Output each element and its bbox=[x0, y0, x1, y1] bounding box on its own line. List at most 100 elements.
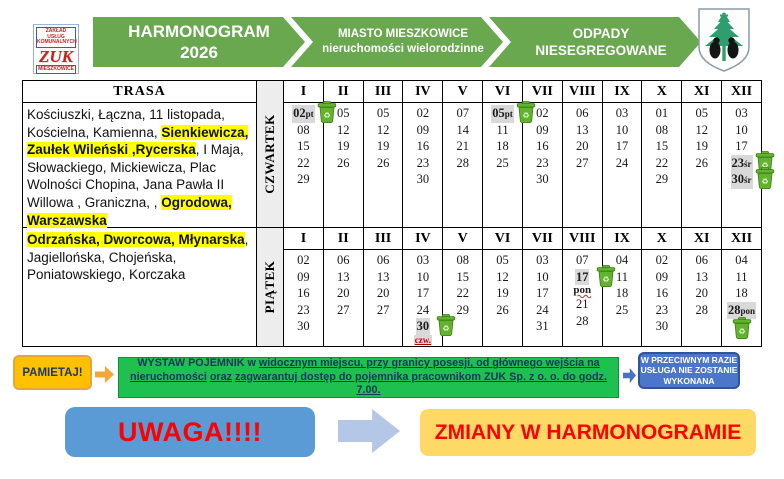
collection-date: 27 bbox=[364, 302, 403, 319]
reminder-message: WYSTAW POJEMNIK w widocznym miejscu, prz… bbox=[125, 357, 612, 398]
date-value: 03 bbox=[735, 106, 748, 120]
month-column: XI 06 13 20 28 bbox=[682, 228, 723, 346]
collection-date: 28pon ♻ bbox=[722, 301, 761, 339]
reminder-text-underlined: widocznym miejscu, przy granicy posesji,… bbox=[130, 357, 600, 383]
date-value: 17 bbox=[536, 286, 549, 300]
mieszkowice-coat-of-arms-icon bbox=[698, 8, 750, 72]
date-value: 10 bbox=[615, 122, 629, 137]
collection-date: 17 ♻ bbox=[563, 264, 615, 287]
month-header: XII bbox=[722, 228, 761, 250]
date-value: 24 bbox=[416, 302, 430, 317]
date-value: 04 bbox=[615, 253, 629, 267]
collection-date: 23 bbox=[642, 302, 681, 319]
date-value: 19 bbox=[496, 286, 509, 300]
date-value: 18 bbox=[496, 139, 509, 153]
date-value: 09 bbox=[297, 269, 310, 284]
collection-date: 03 bbox=[523, 252, 562, 269]
date-value: 07 bbox=[575, 253, 589, 267]
date-value: 13 bbox=[695, 269, 708, 284]
svg-text:♻: ♻ bbox=[323, 111, 330, 120]
collection-date: 11 bbox=[483, 122, 522, 139]
month-column: III 05 12 19 26 bbox=[363, 81, 404, 227]
moved-day-suffix: śr bbox=[744, 175, 752, 185]
month-column: VIII 06 13 20 27 bbox=[562, 81, 603, 227]
month-dates: 06 13 20 28 bbox=[682, 250, 721, 346]
date-value: 23 bbox=[416, 155, 430, 170]
date-value-moved: 17 bbox=[574, 268, 590, 285]
date-value: 12 bbox=[695, 122, 708, 137]
month-column: VIII 07 17 ♻ pon 21 28 bbox=[562, 228, 615, 346]
collection-date: 18 bbox=[722, 285, 761, 302]
date-value: 11 bbox=[616, 269, 629, 284]
month-header: III bbox=[363, 228, 403, 250]
collection-date: 02 bbox=[642, 252, 681, 269]
collection-date: 08 bbox=[284, 122, 323, 139]
date-value: 27 bbox=[575, 155, 589, 170]
month-header: IX bbox=[602, 228, 642, 250]
month-header: VI bbox=[483, 81, 522, 103]
collection-date: 15 bbox=[284, 138, 323, 155]
month-dates: 06 13 20 27 bbox=[364, 250, 403, 346]
svg-text:♻: ♻ bbox=[522, 111, 529, 120]
schedule-row-czwartek: TRASA Kościuszki, Łączna, 11 listopada, … bbox=[23, 81, 775, 228]
date-value: 09 bbox=[655, 269, 669, 284]
date-value: 30 bbox=[536, 172, 549, 186]
month-dates: 03 10 17 24 30 ♻ czw. bbox=[403, 250, 456, 346]
date-value: 11 bbox=[496, 122, 509, 137]
collection-date: 30 bbox=[284, 318, 323, 335]
month-dates: 02 09 16 23 30 bbox=[642, 250, 681, 346]
moved-day-note: pon bbox=[563, 285, 602, 296]
collection-date: 06 bbox=[563, 105, 602, 122]
zmiany-box: ZMIANY W HARMONOGRAMIE bbox=[420, 409, 756, 456]
collection-date: 30 bbox=[523, 171, 562, 188]
collection-date: 13 bbox=[324, 269, 363, 286]
date-value: 17 bbox=[615, 139, 629, 153]
zuk-logo: ZAKŁAD USŁUG KOMUNALNYCH ZUK MIESZKOWICE bbox=[33, 24, 79, 74]
collection-date: 11 bbox=[603, 269, 642, 286]
date-value: 06 bbox=[575, 106, 589, 120]
collection-date: 22 bbox=[443, 285, 482, 302]
date-value: 04 bbox=[735, 253, 748, 267]
svg-text:♻: ♻ bbox=[761, 161, 768, 170]
moved-day-suffix: pon bbox=[740, 305, 756, 316]
date-value: 19 bbox=[376, 139, 390, 153]
month-header: I bbox=[284, 228, 323, 250]
collection-date: 10 bbox=[403, 269, 442, 286]
month-column: II 06 13 20 27 bbox=[323, 228, 364, 346]
month-dates: 01 08 15 22 29 bbox=[642, 103, 681, 227]
collection-date: 06 bbox=[364, 252, 403, 269]
date-value: 28 bbox=[695, 302, 708, 317]
collection-date: 09 bbox=[284, 269, 323, 286]
date-value: 20 bbox=[336, 286, 350, 300]
date-value: 06 bbox=[376, 253, 390, 267]
month-column: XII 03 10 17 23śr ♻ 30śr ♻ bbox=[722, 81, 775, 227]
month-header: V bbox=[443, 81, 483, 103]
reminder-text-underlined: oraz bbox=[209, 370, 233, 383]
month-header: VII bbox=[522, 228, 562, 250]
date-value: 28 bbox=[456, 155, 469, 170]
banner-odpady-line1: ODPADY bbox=[572, 26, 630, 41]
date-value: 22 bbox=[297, 155, 310, 170]
banner-odpady: ODPADY NIESEGREGOWANE bbox=[489, 17, 701, 67]
collection-date: 17 bbox=[603, 138, 642, 155]
month-header: XI bbox=[682, 81, 722, 103]
date-value: 09 bbox=[416, 122, 430, 137]
date-value: 16 bbox=[297, 286, 310, 300]
collection-date: 20 bbox=[364, 285, 403, 302]
collection-date: 05pt ♻ bbox=[483, 101, 536, 124]
month-column: V 08 15 22 29 bbox=[443, 228, 484, 346]
collection-date: 26 bbox=[364, 155, 403, 172]
collection-date: 20 bbox=[324, 285, 363, 302]
month-dates: 03 10 17 24 bbox=[603, 103, 642, 227]
month-dates: 05 12 19 26 bbox=[324, 103, 363, 227]
banner-harmonogram-line1: HARMONOGRAM bbox=[128, 22, 270, 41]
date-value: 12 bbox=[496, 269, 509, 284]
collection-date: 20 bbox=[563, 138, 602, 155]
uwaga-box: UWAGA!!!! bbox=[65, 407, 315, 457]
collection-date: 16 bbox=[642, 285, 681, 302]
date-value: 26 bbox=[376, 155, 390, 170]
month-dates: 02pt ♻ 08 15 22 29 bbox=[284, 101, 337, 227]
collection-date: 30śr ♻ bbox=[722, 167, 775, 190]
date-value: 06 bbox=[695, 253, 708, 267]
